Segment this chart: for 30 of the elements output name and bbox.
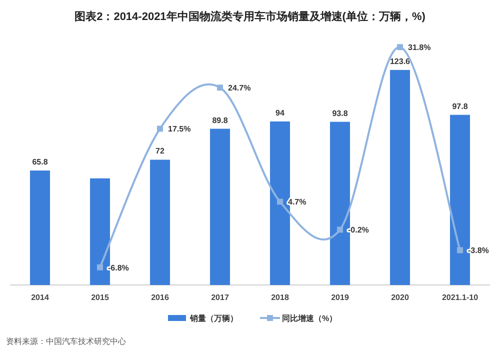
bar (150, 160, 170, 285)
legend-label: 同比增速（%） (282, 314, 338, 323)
bar (450, 114, 470, 285)
x-tick-label: 2015 (91, 293, 110, 302)
x-tick-label: 2019 (331, 293, 350, 302)
x-tick-label: 2014 (31, 293, 50, 302)
bar (210, 128, 230, 285)
data-label: 123.6 (390, 56, 411, 66)
bar (90, 178, 110, 285)
x-tick-label: 2018 (271, 293, 290, 302)
chart-title: 图表2：2014-2021年中国物流类专用车市场销量及增速(单位：万辆，%) (74, 10, 426, 23)
data-label: 94 (276, 108, 285, 118)
data-label: 31.8% (408, 43, 431, 52)
text: 资料来源：中国汽车技术研究中心 (6, 337, 126, 346)
data-label: 89.8 (212, 116, 228, 125)
data-label: 65.8 (32, 158, 48, 167)
x-tick-label: 2017 (211, 293, 230, 302)
bar (390, 70, 410, 285)
bar (330, 122, 350, 285)
data-label: 17.5% (168, 124, 191, 134)
bar (270, 121, 290, 285)
data-label: 24.7% (228, 84, 251, 93)
data-label: 72 (156, 146, 165, 156)
bar (30, 170, 50, 285)
data-label: 97.8 (452, 102, 468, 111)
x-tick-label: 2021.1-10 (442, 293, 479, 302)
data-label: 93.8 (332, 108, 348, 118)
x-tick-label: 2020 (391, 293, 410, 302)
legend-label: 销量（万辆） (189, 314, 238, 323)
x-tick-label: 2016 (151, 293, 170, 302)
